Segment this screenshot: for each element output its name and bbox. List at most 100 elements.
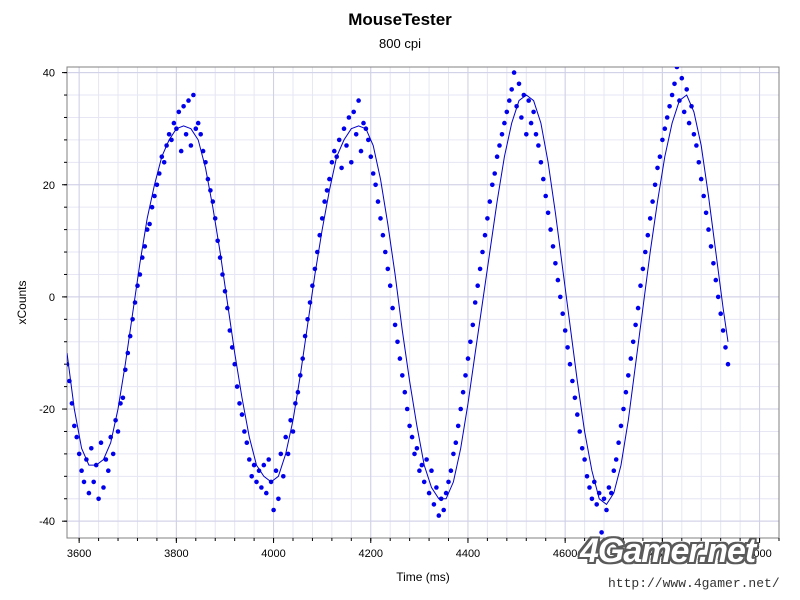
data-point xyxy=(412,451,417,457)
data-point xyxy=(455,423,461,429)
data-point xyxy=(519,115,524,120)
x-tick-label: 4600 xyxy=(553,548,577,560)
tick-layer: 3600 3800 4000 4200 4400 4600 4800 5000 -40 -20 0 2… xyxy=(39,68,780,560)
data-point xyxy=(370,171,376,176)
data-point xyxy=(708,244,714,249)
data-point xyxy=(715,294,721,300)
data-point xyxy=(373,182,378,188)
data-point xyxy=(91,479,96,485)
data-point xyxy=(701,193,706,199)
data-point xyxy=(392,322,398,328)
data-point xyxy=(161,160,167,165)
data-point xyxy=(256,468,262,474)
watermark-logo: 4Gamer.net xyxy=(580,532,756,570)
data-point xyxy=(606,485,612,490)
data-point xyxy=(463,373,468,378)
data-point xyxy=(380,232,386,238)
data-point xyxy=(626,373,631,378)
data-point xyxy=(669,92,675,98)
data-point xyxy=(691,132,697,137)
data-point xyxy=(181,104,186,109)
data-point xyxy=(543,193,548,199)
data-point xyxy=(475,283,481,289)
data-point xyxy=(283,434,289,440)
data-point xyxy=(147,221,152,227)
data-point xyxy=(149,204,155,210)
data-point xyxy=(545,210,551,216)
data-point xyxy=(441,507,447,513)
data-point xyxy=(281,474,286,479)
data-point xyxy=(575,412,580,417)
data-point xyxy=(696,160,702,165)
data-point xyxy=(242,429,247,434)
data-point xyxy=(142,244,148,249)
data-point xyxy=(346,115,352,120)
data-point xyxy=(127,333,133,339)
x-tick-label: 4000 xyxy=(261,548,285,560)
data-point xyxy=(458,406,464,412)
data-point xyxy=(285,451,291,457)
data-point xyxy=(98,440,104,446)
data-point xyxy=(577,429,582,434)
data-point xyxy=(259,485,264,490)
data-point xyxy=(76,451,82,457)
data-point xyxy=(407,423,412,429)
chart-title: MouseTester xyxy=(348,10,452,29)
data-point xyxy=(115,429,121,434)
data-point xyxy=(560,311,565,317)
data-point xyxy=(480,249,485,255)
data-point xyxy=(101,485,106,490)
data-point xyxy=(562,328,568,333)
data-point xyxy=(572,395,578,401)
data-point xyxy=(504,109,510,115)
data-point xyxy=(339,165,344,171)
data-point xyxy=(135,283,140,289)
data-point xyxy=(579,446,585,451)
data-point xyxy=(86,490,92,496)
data-point xyxy=(672,81,677,87)
data-point xyxy=(434,485,439,490)
data-point xyxy=(351,109,357,115)
data-point xyxy=(397,356,403,361)
data-point xyxy=(720,328,726,333)
data-point xyxy=(497,143,502,148)
data-point xyxy=(273,468,279,474)
data-point xyxy=(611,468,617,474)
data-point xyxy=(451,451,456,457)
data-point xyxy=(446,479,451,485)
data-point xyxy=(703,210,709,216)
data-point xyxy=(421,479,427,485)
data-point xyxy=(482,232,488,238)
data-point xyxy=(558,294,563,300)
data-point xyxy=(643,249,648,255)
data-point xyxy=(526,98,531,103)
data-point xyxy=(414,446,420,451)
data-point xyxy=(599,530,604,535)
chart-subtitle: 800 cpi xyxy=(379,36,421,51)
data-point xyxy=(609,490,614,496)
data-point xyxy=(110,451,116,457)
data-point xyxy=(647,216,653,221)
y-tick-label: 40 xyxy=(43,68,55,80)
y-axis-title: xCounts xyxy=(15,280,29,324)
data-point xyxy=(662,126,668,131)
data-point xyxy=(390,305,395,311)
data-point xyxy=(366,137,371,143)
x-tick-label: 4200 xyxy=(359,548,383,560)
data-point xyxy=(74,434,79,440)
data-point xyxy=(361,120,366,126)
x-tick-label: 4800 xyxy=(650,548,674,560)
data-point xyxy=(319,216,325,221)
data-point xyxy=(589,496,595,502)
data-point xyxy=(378,216,383,221)
data-point xyxy=(655,165,660,171)
data-point xyxy=(178,148,184,154)
data-point xyxy=(254,479,259,485)
data-point xyxy=(244,440,250,446)
data-point xyxy=(613,457,619,462)
data-point xyxy=(344,143,349,148)
x-tick-label: 3800 xyxy=(164,548,188,560)
data-point xyxy=(528,120,534,126)
data-point xyxy=(305,317,310,322)
data-point xyxy=(436,513,442,518)
